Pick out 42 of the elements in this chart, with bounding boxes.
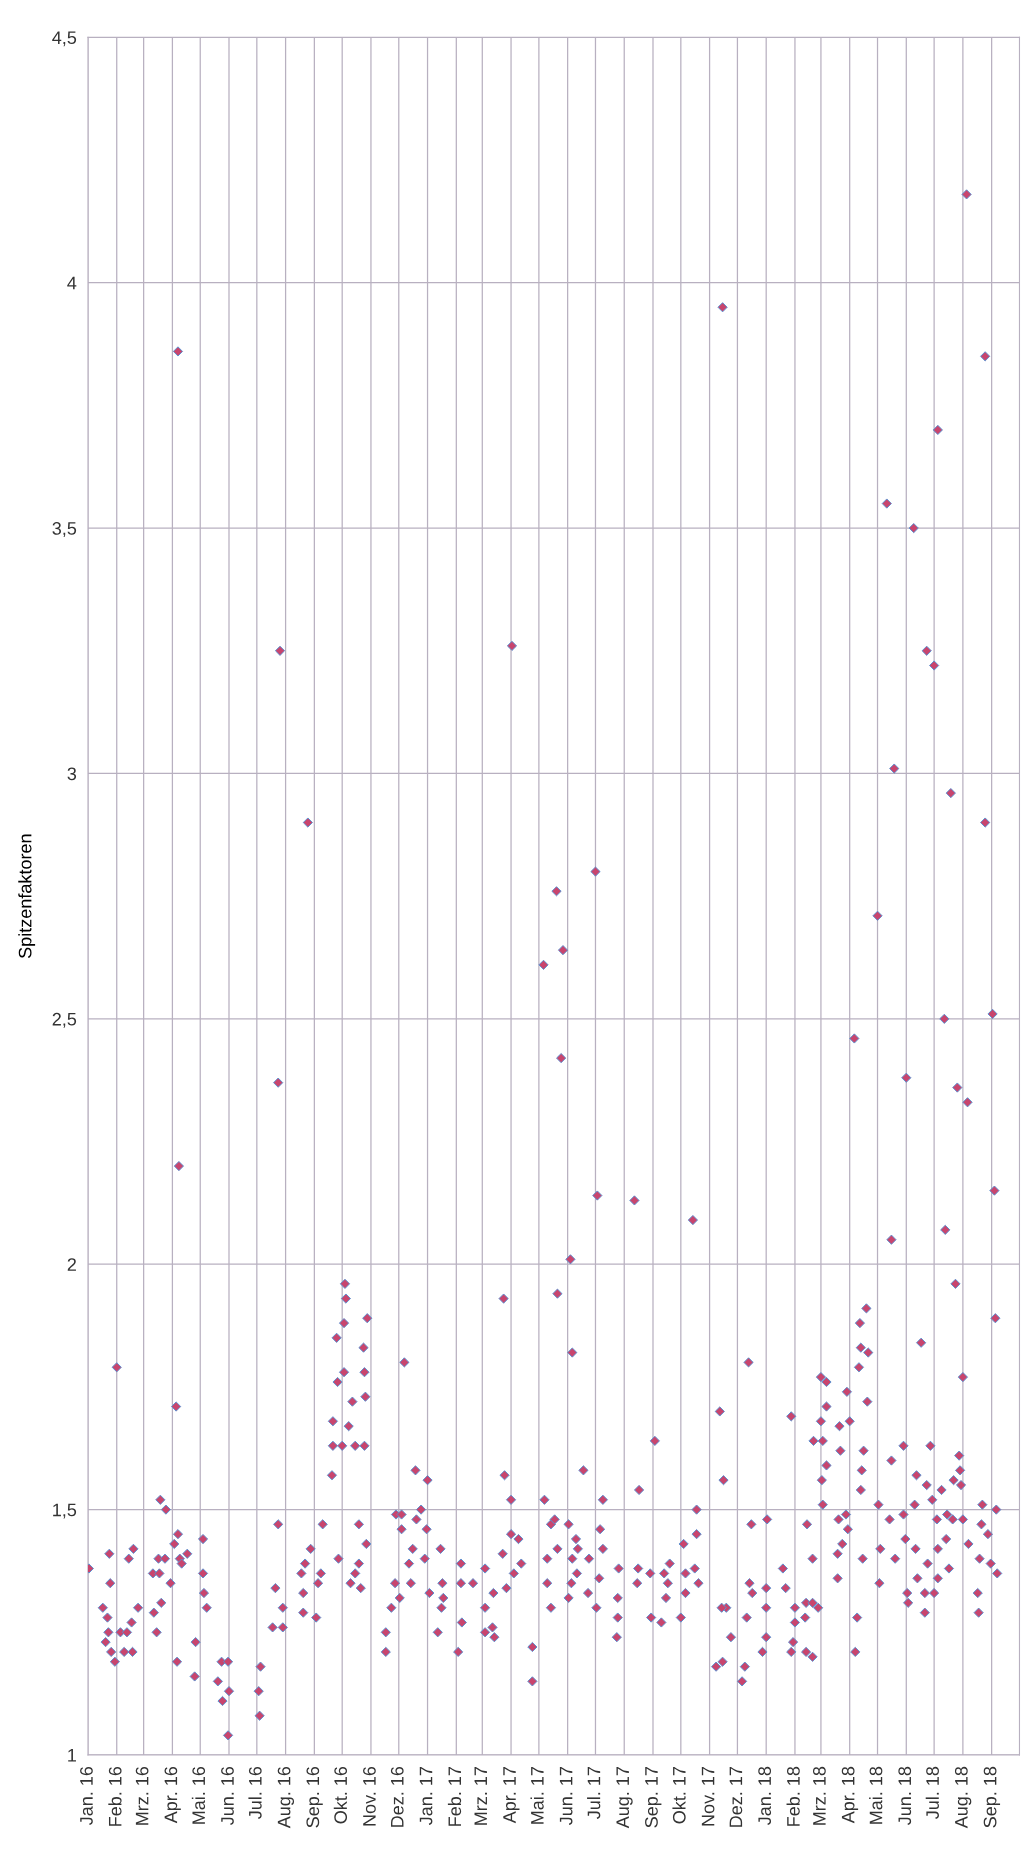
x-tick-label: Nov. 17 — [701, 1766, 715, 1826]
y-tick-label: 1,5 — [53, 1503, 77, 1519]
x-tick-label: Sep. 17 — [645, 1766, 662, 1828]
x-tick-label: Jul. 17 — [587, 1766, 601, 1819]
x-tick-label: Okt. 17 — [672, 1766, 686, 1824]
x-tick-label: Jan. 16 — [80, 1766, 93, 1826]
y-tick-label: 4 — [67, 276, 77, 290]
x-tick-label: Mrz. 16 — [135, 1766, 149, 1825]
x-tick-label: Jun. 18 — [898, 1766, 912, 1826]
y-tick-label: 1 — [68, 1749, 76, 1762]
y-tick-label: 2 — [67, 1258, 76, 1271]
x-tick-label: Mai. 16 — [191, 1766, 206, 1824]
x-tick-label: Apr. 17 — [503, 1766, 520, 1824]
x-tick-label: Feb. 17 — [447, 1766, 462, 1826]
x-tick-label: Dez. 16 — [390, 1766, 404, 1827]
y-tick-label: 4,5 — [52, 31, 77, 47]
x-tick-label: Mai. 18 — [869, 1766, 883, 1824]
x-tick-label: Feb. 16 — [108, 1766, 122, 1826]
x-tick-label: Jun. 17 — [559, 1766, 573, 1826]
x-tick-label: Sep. 16 — [306, 1766, 323, 1828]
x-tick-label: Mai. 17 — [530, 1766, 544, 1824]
x-tick-label: Jul. 16 — [248, 1766, 262, 1819]
x-tick-label: Nov. 16 — [363, 1766, 376, 1826]
x-tick-label: Apr. 16 — [164, 1766, 181, 1824]
y-axis-title: Spitzenfaktoren — [18, 834, 36, 959]
x-tick-label: Okt. 16 — [333, 1766, 348, 1824]
x-tick-label: Aug. 17 — [616, 1766, 633, 1829]
x-tick-label: Apr. 18 — [841, 1766, 859, 1824]
x-tick-label: Mrz. 18 — [812, 1766, 826, 1825]
y-tick-label: 2,5 — [52, 1012, 77, 1028]
x-tick-label: Jun. 16 — [221, 1766, 234, 1826]
x-tick-label: Jan. 18 — [758, 1766, 772, 1826]
y-tick-label: 3,5 — [52, 522, 77, 537]
x-tick-label: Mrz. 17 — [474, 1766, 487, 1825]
x-tick-label: Jul. 18 — [925, 1766, 939, 1819]
x-tick-label: Dez. 17 — [729, 1766, 743, 1827]
x-tick-label: Aug. 18 — [954, 1766, 972, 1829]
x-tick-label: Feb. 18 — [786, 1766, 800, 1826]
x-tick-label: Aug. 16 — [277, 1766, 295, 1829]
x-tick-label: Sep. 18 — [983, 1766, 1001, 1828]
y-tick-label: 3 — [67, 767, 77, 781]
x-tick-label: Jan. 17 — [419, 1766, 433, 1826]
